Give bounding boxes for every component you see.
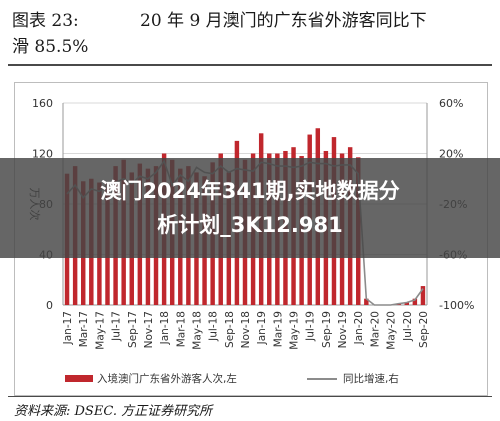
figure-number: 图表 23:	[12, 11, 79, 31]
x-tick-label: Jul-18	[208, 311, 220, 342]
y-tick-label: 160	[32, 97, 53, 110]
chart-title: 20 年 9 月澳门的广东省外游客同比下	[140, 11, 427, 31]
y2-tick-label: 60%	[439, 97, 463, 110]
x-tick-label: Sep-17	[127, 311, 139, 348]
y-tick-label: 120	[32, 148, 53, 161]
x-tick-label: Mar-20	[369, 311, 381, 347]
x-tick-label: Sep-18	[224, 311, 236, 348]
x-tick-label: Jan-17	[62, 311, 74, 345]
x-tick-label: May-20	[386, 311, 398, 350]
banner-line-2: 析计划_3K12.981	[157, 213, 343, 237]
x-tick-label: Nov-19	[337, 311, 349, 348]
x-tick-label: Jul-19	[305, 311, 317, 342]
footer-rule	[8, 396, 492, 397]
x-tick-label: Jul-20	[402, 311, 414, 342]
title-line-2: 滑 85.5%	[12, 37, 89, 57]
x-tick-label: May-17	[94, 311, 106, 350]
legend-label-line: 同比增速,右	[343, 372, 399, 385]
title-line-1: 图表 23: 20 年 9 月澳门的广东省外游客同比下	[12, 8, 492, 34]
y2-tick-label: -100%	[439, 299, 474, 312]
x-tick-label: Jan-19	[256, 311, 268, 345]
y2-tick-label: 20%	[439, 148, 463, 161]
y-tick-label: 0	[46, 299, 53, 312]
x-tick-label: Jan-18	[159, 311, 171, 345]
x-tick-label: Mar-17	[78, 311, 90, 347]
legend-label-bar: 入境澳门广东省外游客人次,左	[97, 372, 237, 385]
bar	[420, 286, 426, 305]
bar	[404, 302, 410, 305]
chart-header: 图表 23: 20 年 9 月澳门的广东省外游客同比下 滑 85.5%	[12, 8, 492, 60]
source-note: 资料来源: DSEC. 方正证券研究所	[14, 404, 213, 419]
header-rule	[8, 64, 492, 66]
bar	[364, 298, 369, 305]
x-tick-label: May-19	[289, 311, 301, 350]
bar	[412, 298, 418, 305]
legend-swatch-bar	[65, 375, 93, 382]
watermark-banner: 澳门2024年341期,实地数据分 析计划_3K12.981	[0, 158, 500, 258]
x-tick-label: Nov-18	[240, 311, 252, 348]
x-tick-label: Sep-19	[321, 311, 333, 348]
x-tick-label: Sep-20	[418, 311, 430, 348]
x-tick-label: Mar-18	[175, 311, 187, 347]
x-tick-label: Jan-20	[353, 311, 365, 345]
x-tick-label: May-18	[191, 311, 203, 350]
banner-line-1: 澳门2024年341期,实地数据分	[100, 179, 400, 203]
x-tick-label: Nov-17	[143, 311, 155, 348]
x-tick-label: Jul-17	[111, 311, 123, 342]
x-tick-label: Mar-19	[272, 311, 284, 347]
